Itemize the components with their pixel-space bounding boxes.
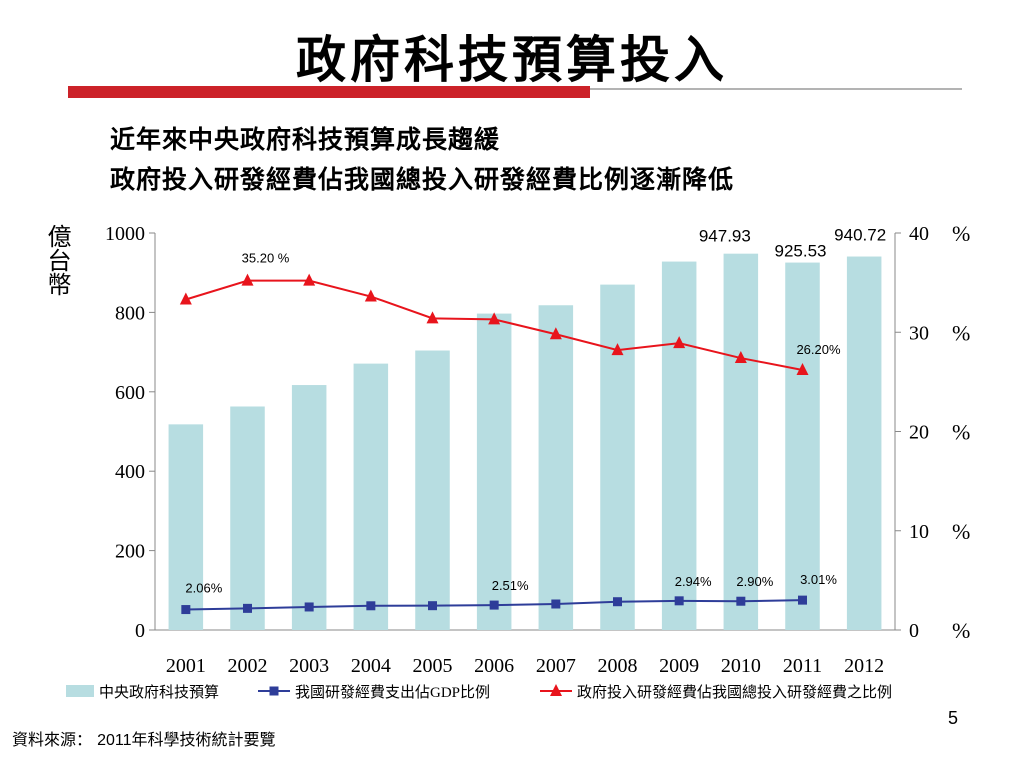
page-number: 5 (948, 708, 959, 728)
gov-share-point (734, 351, 747, 364)
source-year: 2011 (97, 732, 132, 749)
budget-bar (291, 385, 327, 630)
right-tick-label: 0 (909, 620, 919, 642)
left-tick-label: 0 (135, 620, 145, 642)
gdp-ratio-point (489, 600, 499, 610)
gdp-ratio-point (428, 601, 437, 611)
right-axis-percent-mark: % (952, 519, 970, 544)
legend-label-gov: 政府投入研發經費佔我國總投入研發經費之比例 (577, 683, 892, 701)
gdp-ratio-point (798, 595, 807, 605)
left-tick-label: 600 (115, 382, 145, 404)
right-tick-label: 40 (909, 223, 929, 245)
slide-title: 政府科技預算投入 (296, 30, 728, 89)
gov-share-point (796, 362, 809, 375)
x-tick-label: 2011 (783, 655, 822, 677)
title-underline-gray (590, 88, 962, 90)
data-label: 3.01% (800, 572, 837, 587)
right-axis-percent-mark: % (952, 320, 970, 345)
gdp-ratio-point (304, 602, 314, 612)
right-axis-percent-mark: % (952, 618, 970, 643)
budget-bar (476, 313, 512, 630)
x-tick-label: 2002 (228, 655, 268, 677)
source-text: 年科學技術統計要覽 (131, 730, 276, 749)
x-tick-label: 2001 (166, 655, 206, 677)
source-label: 資料來源： (12, 730, 93, 749)
x-tick-label: 2003 (289, 655, 329, 677)
budget-bar (846, 256, 882, 630)
right-tick-label: 30 (909, 322, 929, 344)
title-underline-red (68, 86, 590, 98)
data-label: 2.06% (185, 581, 222, 596)
x-tick-label: 2005 (413, 655, 453, 677)
x-tick-label: 2007 (536, 655, 576, 677)
budget-bar (723, 253, 759, 630)
budget-bar (538, 305, 574, 630)
x-tick-label: 2006 (474, 655, 514, 677)
budget-bar (661, 261, 697, 630)
x-tick-label: 2008 (598, 655, 638, 677)
right-tick-label: 20 (909, 422, 929, 444)
left-tick-label: 800 (115, 302, 145, 324)
gdp-ratio-point (243, 603, 252, 613)
gdp-ratio-point (674, 596, 684, 606)
right-tick-label: 10 (909, 521, 929, 543)
legend-marker-gov (550, 684, 562, 696)
data-label: 2.94% (675, 574, 712, 589)
data-label: 947.93 (699, 227, 751, 246)
subtitle-line-2: 政府投入研發經費佔我國總投入研發經費比例逐漸降低 (110, 165, 735, 194)
legend-label-gdp: 我國研發經費支出佔GDP比例 (295, 684, 490, 701)
left-tick-label: 200 (115, 541, 145, 563)
x-tick-label: 2009 (659, 655, 699, 677)
data-label: 2.90% (736, 574, 773, 589)
gov-share-point (673, 336, 686, 349)
left-tick-label: 400 (115, 461, 145, 483)
right-axis-percent-mark: % (952, 420, 970, 445)
left-tick-label: 1000 (105, 223, 145, 245)
x-tick-label: 2010 (721, 655, 761, 677)
data-label: 925.53 (775, 242, 827, 261)
budget-bar (785, 262, 820, 630)
data-label: 940.72 (834, 226, 886, 245)
gdp-ratio-point (366, 601, 376, 611)
gdp-ratio-point (613, 597, 622, 607)
gov-share-point (549, 327, 562, 340)
gov-share-point (303, 273, 316, 286)
right-axis-percent-mark: % (952, 221, 970, 246)
legend-label-budget: 中央政府科技預算 (99, 683, 219, 701)
data-label: 26.20% (796, 342, 841, 357)
gov-share-point (611, 343, 624, 356)
x-tick-label: 2012 (844, 655, 884, 677)
x-tick-label: 2004 (351, 655, 391, 677)
gov-share-point (179, 292, 192, 305)
gov-share-point (488, 312, 501, 325)
left-axis-unit: 億台幣 (43, 224, 71, 296)
legend-marker-gdp (269, 686, 279, 696)
subtitle-line-1: 近年來中央政府科技預算成長趨緩 (110, 125, 501, 154)
data-label: 35.20 % (242, 251, 290, 266)
legend-swatch-budget (66, 685, 94, 697)
gdp-ratio-point (736, 596, 746, 606)
gdp-ratio-point (551, 599, 561, 609)
data-label: 2.51% (492, 578, 529, 593)
budget-bar (353, 363, 389, 630)
budget-bar (168, 424, 204, 630)
budget-bar (415, 350, 450, 630)
source-note: 資料來源： 2011年科學技術統計要覽 (12, 726, 276, 750)
gdp-ratio-point (181, 605, 191, 615)
gov-share-point (426, 311, 439, 324)
budget-bar (600, 284, 635, 630)
gov-share-point (364, 289, 377, 302)
budget-bar (230, 406, 265, 630)
gov-share-point (241, 273, 254, 286)
